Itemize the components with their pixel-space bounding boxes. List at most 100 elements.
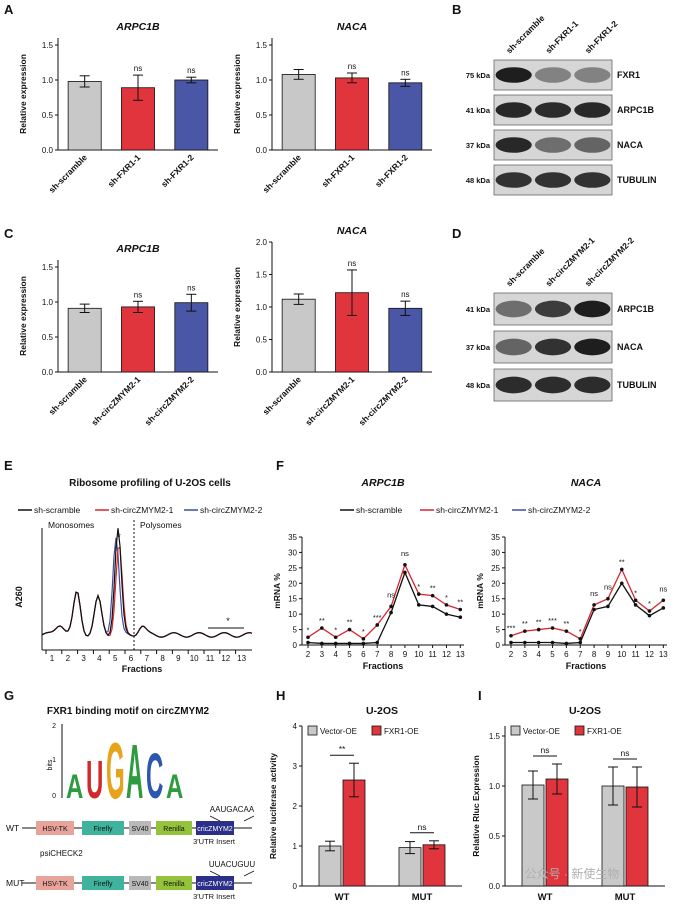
sequence-label: AAUGACAA (210, 805, 255, 814)
profile-line-circzmym2-1 (41, 546, 253, 638)
data-point (306, 640, 310, 645)
construct-box-label: SV40 (131, 826, 148, 833)
y-tick-label: 2.0 (256, 238, 268, 247)
x-tick-label: 7 (375, 650, 380, 659)
panel-letter-g: G (4, 688, 14, 703)
x-tick-label: 7 (145, 654, 150, 663)
y-tick-label: 0.0 (256, 368, 268, 377)
y-tick-label: 1.5 (256, 271, 268, 280)
construct-box-label: cricZMYM2 (197, 826, 232, 833)
x-tick-label: 6 (129, 654, 134, 663)
chart-title: ARPC1B (115, 243, 160, 255)
y-tick-label: 1.0 (256, 76, 268, 85)
logo-letter: A (126, 729, 143, 815)
x-tick-label: 11 (206, 654, 215, 663)
construct-box-label: Firefly (93, 881, 113, 888)
x-tick-label: sh-FXR1-2 (373, 152, 410, 189)
construct-box (82, 821, 124, 835)
panel-letter-d: D (452, 226, 461, 241)
legend-label: Vector-OE (320, 727, 357, 736)
legend-swatch (307, 725, 318, 736)
x-tick-label: sh-circZMYM2-1 (89, 374, 142, 427)
protein-band (534, 338, 572, 356)
data-point (361, 641, 366, 646)
watermark-text: 公众号 · 新使生物 (525, 866, 620, 881)
data-point (647, 613, 652, 618)
panel-letter-i: I (478, 688, 482, 703)
monosomes-label: Monosomes (48, 520, 94, 530)
protein-band (574, 376, 611, 394)
construct-box (156, 876, 192, 890)
significance-label: ns (348, 259, 356, 268)
chart-title: NACA (337, 21, 367, 33)
significance-label: ns (134, 290, 142, 299)
series-line-circzmym2-1 (510, 567, 664, 640)
panel-letter-f: F (276, 458, 284, 473)
significance-label: * (117, 532, 121, 542)
legend-label: sh-scramble (34, 505, 81, 515)
lane-label: sh-FXR1-1 (543, 18, 580, 55)
x-tick-label: 13 (659, 650, 668, 659)
protein-band (495, 102, 532, 118)
data-point (430, 604, 435, 609)
significance-label: * (579, 627, 582, 636)
x-tick-label: MUT (615, 892, 636, 903)
y-tick-label: 3 (293, 762, 298, 771)
bar (67, 81, 102, 151)
x-tick-label: WT (538, 892, 553, 903)
data-point (389, 610, 393, 615)
protein-band (534, 376, 572, 394)
lane-label: sh-FXR1-2 (583, 18, 620, 55)
data-point (509, 640, 513, 645)
x-tick-label: 9 (176, 654, 181, 663)
panel-a-arpc1b-chart: 0.0 0.5 1.0 1.5 Relative expression ARPC1B sh-… (18, 21, 218, 195)
significance-label: ns (134, 64, 142, 73)
y-tick-label: 0.5 (489, 832, 501, 841)
significance-label: ns (187, 66, 195, 75)
construct-box (36, 821, 74, 835)
kda-label: 48 kDa (466, 381, 491, 390)
data-point (333, 641, 338, 646)
significance-label: ns (541, 745, 550, 755)
y-tick-label: 35 (491, 533, 500, 542)
y-tick-label: 0.5 (42, 111, 54, 120)
chart-title: U-2OS (366, 705, 398, 717)
panel-d-blot: sh-scramblesh-circZMYM2-1sh-circZMYM2-24… (466, 235, 657, 402)
x-tick-label: sh-FXR1-2 (159, 152, 196, 189)
significance-label: ns (401, 549, 409, 558)
x-tick-label: 3 (81, 654, 86, 663)
construct-box (36, 876, 74, 890)
logo-letter: U (86, 750, 103, 809)
y-axis-label: Relative expression (18, 276, 28, 356)
band-name: NACA (617, 140, 643, 150)
protein-band (534, 137, 572, 153)
x-tick-label: sh-FXR1-1 (320, 152, 357, 189)
x-tick-label: 2 (66, 654, 71, 663)
legend-swatch (510, 725, 521, 736)
significance-label: * (417, 582, 420, 591)
protein-band (574, 172, 611, 188)
construct-box (156, 821, 192, 835)
protein-band (495, 376, 532, 394)
data-point (416, 603, 421, 607)
kda-label: 48 kDa (466, 176, 491, 185)
protein-band (495, 338, 532, 356)
bar (174, 79, 209, 151)
construct-box-label: cricZMYM2 (197, 881, 232, 888)
protein-band (534, 67, 572, 83)
legend-label: FXR1-OE (384, 727, 419, 736)
data-point (578, 637, 583, 641)
protein-band (574, 137, 611, 153)
y-tick-label: 1.5 (42, 263, 54, 272)
bar (388, 307, 423, 373)
significance-label: ** (619, 557, 625, 566)
protein-band (574, 300, 611, 318)
data-point (375, 640, 380, 645)
data-point (444, 612, 449, 616)
y-tick-label: 1.0 (42, 298, 54, 307)
y-tick-label: 25 (288, 564, 297, 573)
significance-label: * (445, 593, 448, 602)
series-line-scramble (511, 582, 664, 645)
band-name: ARPC1B (617, 105, 655, 115)
significance-label: * (307, 625, 310, 634)
